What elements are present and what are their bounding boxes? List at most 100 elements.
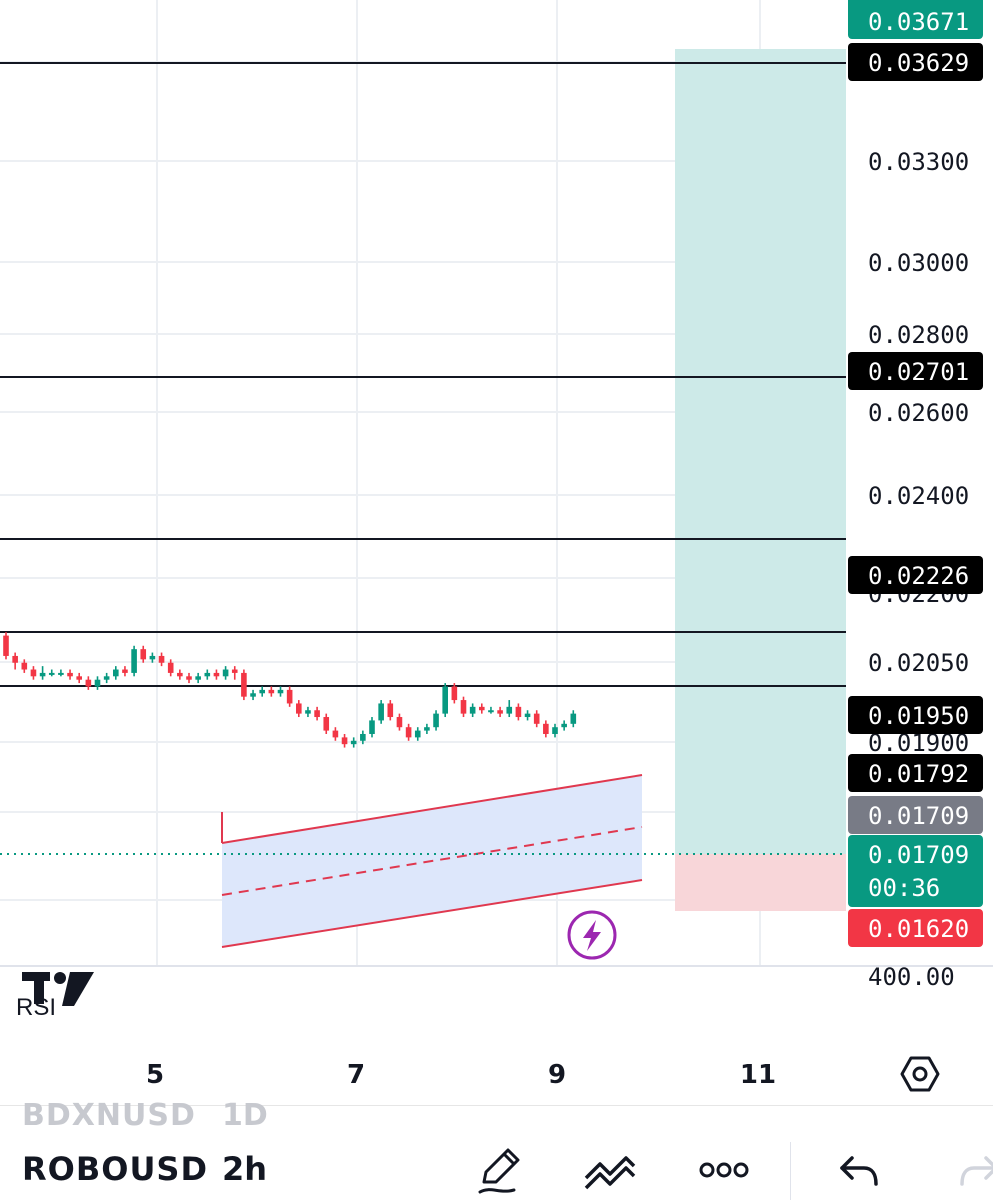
candle-body [231, 669, 238, 673]
candle-body [296, 703, 302, 714]
price-axis[interactable]: 0.03300 0.03000 0.02800 0.02600 0.02400 0.020… [868, 148, 969, 757]
candle-body [67, 672, 73, 677]
channel-lower-line[interactable] [221, 879, 643, 948]
more-icon[interactable] [694, 1140, 754, 1200]
candle-body [387, 703, 394, 718]
price-tag-label: 0.01620 [868, 915, 969, 943]
candle-body [323, 717, 330, 731]
pencil-icon[interactable] [470, 1140, 530, 1200]
price-tag [848, 835, 983, 907]
candle-body [442, 686, 448, 714]
candle-body [12, 655, 18, 663]
candle-body [533, 713, 540, 724]
channel-mid-line[interactable] [221, 826, 643, 896]
candle-body [524, 713, 531, 718]
price-tag [848, 796, 983, 834]
price-tag-label: 0.01792 [868, 760, 969, 788]
candle-body [543, 723, 549, 734]
previous-timeframe[interactable]: 1D [222, 1098, 268, 1133]
horizontal-levels[interactable] [0, 62, 846, 687]
candle-body [58, 672, 64, 675]
candle-body [405, 727, 412, 738]
time-tick-label: 9 [548, 1060, 566, 1090]
candle-body [140, 649, 147, 660]
price-tick-label: 0.03300 [868, 148, 969, 176]
candle-body [570, 713, 577, 724]
price-tag-label: 0.02226 [868, 562, 969, 590]
lightning-icon[interactable] [567, 910, 617, 960]
channel-upper-line[interactable] [221, 774, 643, 844]
rsi-label[interactable]: RSI [16, 994, 57, 1021]
price-tag-label: 0.01709 [868, 802, 969, 830]
candle-body [497, 710, 503, 714]
candle-body [369, 720, 375, 734]
price-tick-label: 0.02050 [868, 649, 969, 677]
price-tick-label: 0.02800 [868, 321, 969, 349]
candle-body [305, 710, 311, 714]
candle-body [424, 727, 430, 731]
candle-body [332, 730, 339, 738]
price-tags: 0.03671 0.03629 0.02701 0.02226 0.01950 0.017… [848, 0, 983, 947]
candle-body [85, 679, 92, 687]
candle-body [414, 730, 421, 738]
loss-zone[interactable] [675, 854, 846, 911]
candle-body [360, 733, 366, 741]
candle-body [286, 689, 293, 704]
price-tag [848, 352, 983, 390]
candle-body [149, 655, 156, 660]
candle-body [48, 672, 55, 675]
candle-body [21, 662, 28, 670]
candle-body [451, 686, 458, 701]
price-tag [848, 43, 983, 81]
price-tag [848, 696, 983, 734]
candle-body [341, 737, 348, 745]
toolbar-divider [790, 1142, 791, 1200]
candle-body [94, 679, 101, 687]
undo-icon[interactable] [830, 1140, 890, 1200]
price-tag-label: 0.01950 [868, 702, 969, 730]
candle-body [277, 689, 284, 694]
rsi-axis-value: 400.00 [868, 963, 955, 991]
symbol-name[interactable]: ROBOUSD [22, 1150, 209, 1188]
time-tick-label: 11 [740, 1060, 776, 1090]
timeframe-selector[interactable]: 2h [222, 1150, 268, 1188]
candle-body [122, 669, 128, 673]
bottom-toolbar [0, 1105, 993, 1201]
candle-body [552, 727, 558, 734]
candle-body [131, 649, 137, 673]
candle-body [186, 676, 192, 680]
time-tick-label: 5 [146, 1060, 164, 1090]
price-tag-label: 0.03629 [868, 49, 969, 77]
price-tick-label: 0.03000 [868, 249, 969, 277]
candle-body [39, 672, 46, 677]
candle-body [314, 710, 320, 718]
candle-body [177, 672, 183, 677]
price-tag [848, 909, 983, 947]
candle-body [515, 706, 522, 718]
candle-body [3, 635, 9, 656]
countdown-label: 00:36 [868, 874, 940, 902]
candle-body [396, 717, 403, 728]
previous-symbol[interactable]: BDXNUSD [22, 1098, 196, 1133]
price-tag [848, 0, 983, 39]
settings-icon[interactable] [900, 1054, 940, 1094]
candle-body [204, 672, 211, 677]
candle-body [76, 676, 82, 680]
price-tick-label: 0.02400 [868, 482, 969, 510]
price-tag-label: 0.02701 [868, 358, 969, 386]
price-tick-label: 0.02600 [868, 399, 969, 427]
candle-body [103, 676, 110, 680]
candle-body [213, 672, 220, 677]
profit-zone[interactable] [675, 49, 846, 854]
candle-body [195, 676, 201, 680]
candle-body [241, 672, 247, 697]
indicators-icon[interactable] [580, 1140, 640, 1200]
candle-body [479, 706, 485, 711]
candle-body [433, 713, 439, 728]
candle-body [30, 669, 37, 677]
time-axis[interactable]: 5 7 9 11 [146, 1060, 776, 1090]
candle-body [113, 669, 119, 677]
price-tag [848, 556, 983, 594]
price-tag [848, 754, 983, 792]
